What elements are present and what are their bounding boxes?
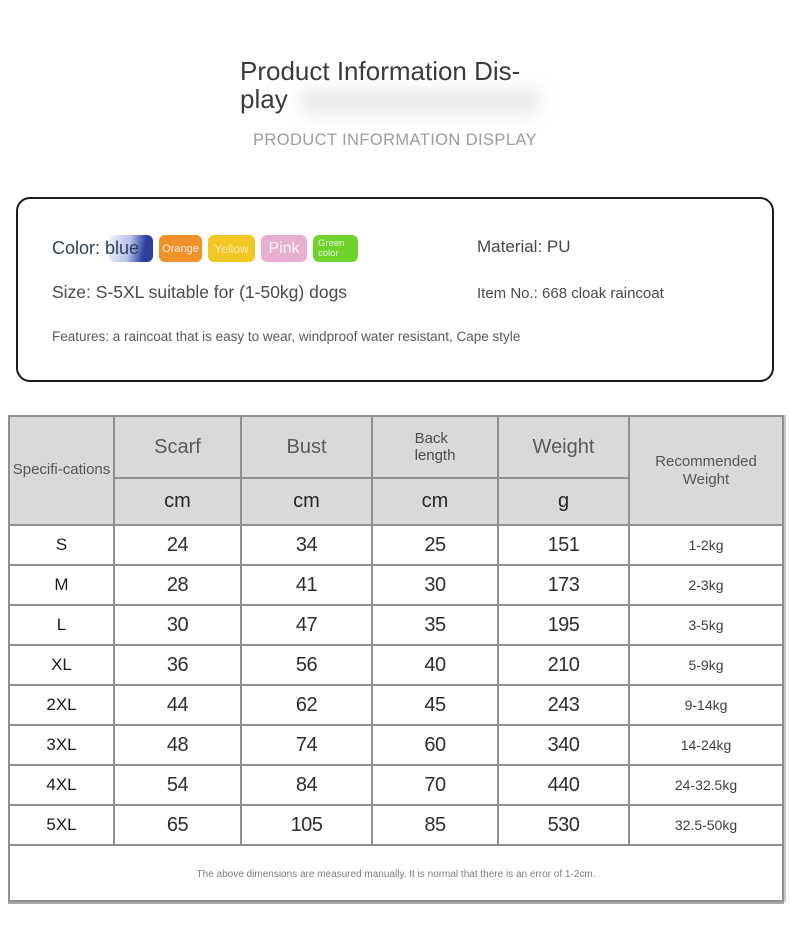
table-cell: 3-5kg bbox=[628, 604, 784, 646]
table-cell: 210 bbox=[497, 644, 630, 686]
table-cell: 32.5-50kg bbox=[628, 804, 784, 846]
table-row: L 30 47 35 195 3-5kg bbox=[8, 604, 784, 646]
header-weight: Weight bbox=[497, 415, 630, 479]
table-cell: 9-14kg bbox=[628, 684, 784, 726]
table-cell: XL bbox=[8, 644, 115, 686]
features-text: Features: a raincoat that is easy to wea… bbox=[52, 329, 521, 344]
table-cell: S bbox=[8, 524, 115, 566]
title-watermark bbox=[300, 88, 540, 116]
table-cell: 85 bbox=[371, 804, 499, 846]
table-cell: 36 bbox=[113, 644, 242, 686]
table-cell: 243 bbox=[497, 684, 630, 726]
table-cell: 44 bbox=[113, 684, 242, 726]
header-scarf: Scarf bbox=[113, 415, 242, 479]
table-cell: 2-3kg bbox=[628, 564, 784, 606]
table-cell: 1-2kg bbox=[628, 524, 784, 566]
table-cell: 340 bbox=[497, 724, 630, 766]
table-cell: 24 bbox=[113, 524, 242, 566]
table-cell: 5-9kg bbox=[628, 644, 784, 686]
table-cell: 84 bbox=[240, 764, 373, 806]
table-cell: 47 bbox=[240, 604, 373, 646]
table-cell: 105 bbox=[240, 804, 373, 846]
header-recommended-weight: Recommended Weight bbox=[628, 415, 784, 526]
table-cell: 5XL bbox=[8, 804, 115, 846]
table-cell: 45 bbox=[371, 684, 499, 726]
table-cell: 24-32.5kg bbox=[628, 764, 784, 806]
color-swatch-orange[interactable]: Orange bbox=[159, 235, 203, 262]
item-no-text: Item No.: 668 cloak raincoat bbox=[477, 285, 664, 302]
table-row: 3XL 48 74 60 340 14-24kg bbox=[8, 724, 784, 766]
color-label: Color: blue bbox=[52, 238, 140, 258]
table-cell: 2XL bbox=[8, 684, 115, 726]
table-cell: 530 bbox=[497, 804, 630, 846]
table-cell: 48 bbox=[113, 724, 242, 766]
header-back-length: Back length bbox=[371, 415, 499, 479]
unit-back-length: cm bbox=[371, 477, 499, 526]
table-cell: 440 bbox=[497, 764, 630, 806]
unit-bust: cm bbox=[240, 477, 373, 526]
table-row: M 28 41 30 173 2-3kg bbox=[8, 564, 784, 606]
color-swatch-blue[interactable] bbox=[109, 235, 154, 262]
table-cell: 41 bbox=[240, 564, 373, 606]
header-specifications: Specifi-cations bbox=[8, 415, 115, 526]
table-cell: 65 bbox=[113, 804, 242, 846]
table-row: S 24 34 25 151 1-2kg bbox=[8, 524, 784, 566]
table-cell: 54 bbox=[113, 764, 242, 806]
page-title: Product Information Dis- play bbox=[240, 56, 521, 114]
table-row: 5XL 65 105 85 530 32.5-50kg bbox=[8, 804, 784, 846]
table-cell: 40 bbox=[371, 644, 499, 686]
table-cell: 74 bbox=[240, 724, 373, 766]
table-cell: 56 bbox=[240, 644, 373, 686]
table-cell: L bbox=[8, 604, 115, 646]
product-info-box: Color: blue Orange Yellow Pink Green col… bbox=[16, 197, 774, 382]
table-cell: 30 bbox=[371, 564, 499, 606]
table-cell: 195 bbox=[497, 604, 630, 646]
size-text: Size: S-5XL suitable for (1-50kg) dogs bbox=[52, 282, 348, 302]
table-cell: 25 bbox=[371, 524, 499, 566]
unit-weight: g bbox=[497, 477, 630, 526]
table-note: The above dimensions are measured manual… bbox=[196, 869, 596, 880]
table-cell: M bbox=[8, 564, 115, 606]
table-cell: 34 bbox=[240, 524, 373, 566]
size-chart-table: Specifi-cations Scarf Bust Back length W… bbox=[8, 415, 784, 902]
color-swatch-pink[interactable]: Pink bbox=[261, 235, 308, 262]
unit-scarf: cm bbox=[113, 477, 242, 526]
table-cell: 28 bbox=[113, 564, 242, 606]
page-subtitle: PRODUCT INFORMATION DISPLAY bbox=[253, 131, 537, 149]
table-cell: 70 bbox=[371, 764, 499, 806]
table-cell: 151 bbox=[497, 524, 630, 566]
table-note-cell: The above dimensions are measured manual… bbox=[8, 844, 784, 902]
table-cell: 62 bbox=[240, 684, 373, 726]
size-table-body: S 24 34 25 151 1-2kg M 28 41 30 173 2-3kg L 30 47 35 195… bbox=[8, 524, 784, 846]
table-cell: 14-24kg bbox=[628, 724, 784, 766]
table-cell: 35 bbox=[371, 604, 499, 646]
table-row: 2XL 44 62 45 243 9-14kg bbox=[8, 684, 784, 726]
table-cell: 173 bbox=[497, 564, 630, 606]
table-cell: 3XL bbox=[8, 724, 115, 766]
table-cell: 30 bbox=[113, 604, 242, 646]
table-row: 4XL 54 84 70 440 24-32.5kg bbox=[8, 764, 784, 806]
material-text: Material: PU bbox=[477, 237, 571, 256]
header-bust: Bust bbox=[240, 415, 373, 479]
color-row: Color: blue Orange Yellow Pink Green col… bbox=[52, 235, 359, 262]
table-cell: 60 bbox=[371, 724, 499, 766]
table-cell: 4XL bbox=[8, 764, 115, 806]
color-swatch-green[interactable]: Green color bbox=[313, 235, 359, 262]
table-note-row: The above dimensions are measured manual… bbox=[8, 844, 784, 902]
color-swatch-yellow[interactable]: Yellow bbox=[208, 235, 256, 262]
table-row: XL 36 56 40 210 5-9kg bbox=[8, 644, 784, 686]
